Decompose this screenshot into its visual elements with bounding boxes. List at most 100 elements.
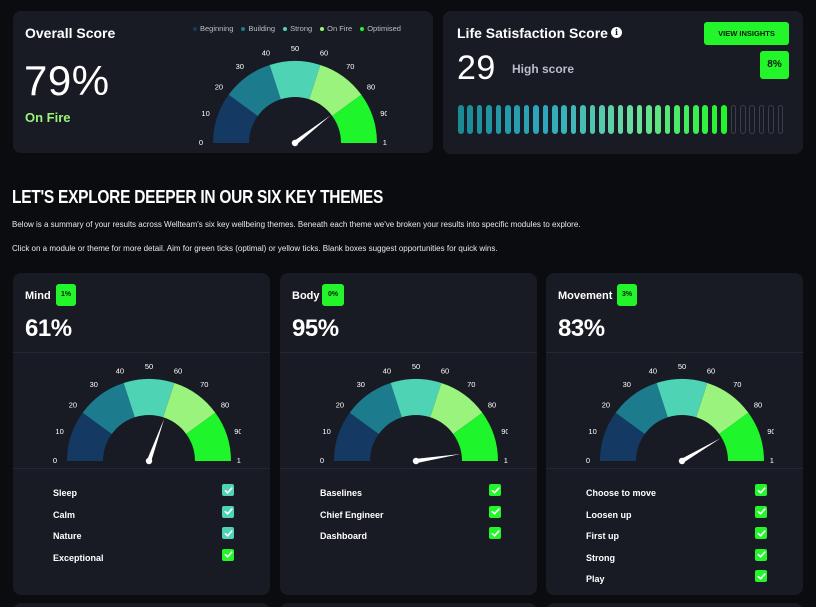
module-item[interactable]: Chief Engineer: [320, 505, 501, 528]
gauge-segment: [309, 65, 362, 116]
view-insights-button[interactable]: VIEW INSIGHTS: [704, 22, 789, 45]
gauge-segment: [600, 412, 645, 461]
gauge-segment: [656, 379, 708, 418]
score-bar-segment: [570, 105, 577, 134]
gauge-hub: [291, 139, 299, 147]
gauge-segment: [163, 383, 216, 434]
gauge-tick-label: 100: [504, 456, 508, 465]
gauge-tick-label: 10: [588, 427, 596, 436]
life-satisfaction-score: 29: [457, 49, 496, 87]
legend-label: Optimised: [367, 24, 401, 33]
score-bar-segment: [467, 105, 473, 134]
legend-item: On Fire: [320, 24, 352, 33]
module-list: Baselines Chief Engineer Dashboard: [320, 484, 501, 549]
life-satisfaction-label: High score: [512, 62, 575, 76]
gauge-tick-label: 0: [53, 456, 57, 465]
gauge-segment: [719, 412, 764, 461]
gauge-segment: [453, 412, 498, 461]
theme-card-body[interactable]: Body 0% 95% 0 10 20 30 40 50 60 70 80 90 100 Basel…: [280, 273, 537, 595]
gauge-tick-label: 30: [90, 380, 98, 389]
module-item[interactable]: First up: [586, 527, 767, 549]
score-bar-segment: [561, 105, 567, 134]
module-name: Play: [586, 574, 605, 584]
module-item[interactable]: Baselines: [320, 484, 501, 506]
legend-dot: [320, 26, 325, 31]
gauge-tick-label: 70: [733, 380, 741, 389]
check-icon: [489, 505, 501, 518]
gauge-tick-label: 40: [649, 367, 657, 376]
theme-title: Mind: [25, 290, 51, 302]
score-bar-segment: [768, 105, 774, 134]
gauge-tick-label: 100: [237, 456, 241, 465]
check-icon: [222, 484, 234, 496]
overall-score-card: Overall Score Beginning Building Strong On …: [13, 11, 433, 153]
theme-card-partial: [280, 603, 537, 607]
life-satisfaction-change-badge: 8%: [760, 51, 789, 79]
module-item[interactable]: Calm: [53, 505, 234, 528]
gauge-tick-label: 90: [501, 427, 508, 436]
legend-item: Optimised: [360, 24, 401, 33]
theme-change-badge: 1%: [56, 284, 76, 306]
gauge-tick-label: 80: [221, 401, 229, 410]
theme-card-movement[interactable]: Movement 3% 83% 0 10 20 30 40 50 60 70 80 90 100 C…: [546, 273, 803, 595]
score-bar-segment: [777, 105, 784, 134]
gauge-tick-label: 60: [174, 367, 182, 376]
theme-title: Movement: [558, 290, 613, 302]
check-icon: [222, 548, 234, 561]
module-name: Choose to move: [586, 488, 657, 498]
gauge-tick-label: 50: [412, 364, 420, 371]
module-item[interactable]: Loosen up: [586, 505, 767, 528]
theme-score: 95%: [292, 315, 339, 342]
theme-card-mind[interactable]: Mind 1% 61% 0 10 20 30 40 50 60 70 80 90 100 Sleep…: [13, 273, 270, 595]
score-bar-segment: [702, 105, 708, 134]
gauge-segment: [269, 61, 321, 100]
module-list: Choose to move Loosen up First up Strong Pla…: [586, 484, 767, 592]
module-item[interactable]: Nature: [53, 527, 234, 549]
module-name: Chief Engineer: [320, 509, 384, 520]
module-name: Loosen up: [586, 509, 632, 520]
gauge-tick-label: 80: [367, 83, 375, 92]
gauge-tick-label: 50: [678, 364, 686, 371]
score-bar-segment: [505, 105, 511, 134]
module-name: Nature: [53, 531, 82, 541]
gauge-tick-label: 60: [707, 367, 715, 376]
module-item[interactable]: Sleep: [53, 484, 234, 506]
module-item[interactable]: Exceptional: [53, 548, 234, 571]
score-bar-segment: [636, 105, 643, 134]
gauge-hub: [678, 457, 686, 465]
gauge-segment: [67, 412, 112, 461]
gauge-tick-label: 60: [320, 49, 328, 58]
check-icon: [755, 548, 767, 561]
gauge-segment: [228, 65, 281, 116]
info-icon[interactable]: i: [611, 27, 622, 38]
gauge-tick-label: 80: [488, 401, 496, 410]
life-satisfaction-bar: [458, 105, 788, 134]
theme-score: 83%: [558, 315, 605, 342]
score-bar-segment: [749, 105, 755, 134]
divider: [13, 352, 270, 353]
legend-label: Strong: [290, 24, 313, 33]
module-item[interactable]: Dashboard: [320, 527, 501, 549]
gauge-tick-label: 20: [215, 83, 223, 92]
module-item[interactable]: Strong: [586, 548, 767, 571]
module-item[interactable]: Play: [586, 570, 767, 592]
module-name: Calm: [53, 509, 76, 520]
legend-label: On Fire: [327, 24, 353, 33]
gauge-hub: [145, 457, 153, 465]
score-bar-segment: [627, 105, 633, 134]
theme-score: 61%: [25, 315, 72, 342]
score-bar-segment: [646, 105, 652, 134]
score-bar-segment: [683, 105, 690, 134]
gauge-tick-label: 90: [767, 427, 774, 436]
theme-card-partial: [546, 603, 803, 607]
overall-score-title: Overall Score: [25, 25, 116, 41]
gauge-needle: [293, 115, 331, 145]
theme-gauge: 0 10 20 30 40 50 60 70 80 90 100: [53, 364, 241, 465]
legend-item: Beginning: [193, 24, 233, 33]
divider: [280, 352, 537, 353]
overall-score-level: On Fire: [25, 110, 71, 125]
module-item[interactable]: Choose to move: [586, 484, 767, 506]
gauge-tick-label: 40: [383, 367, 391, 376]
module-name: First up: [586, 531, 619, 541]
legend-dot: [193, 26, 197, 31]
